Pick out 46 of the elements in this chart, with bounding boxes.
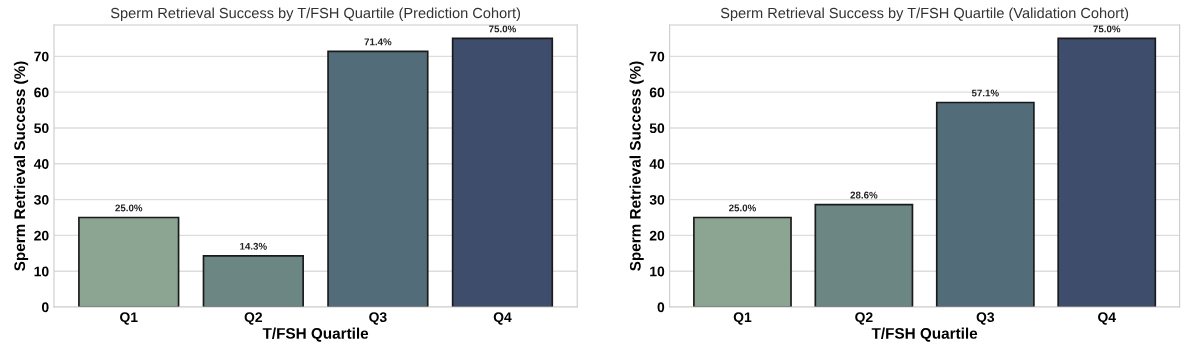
data-label: 25.0%: [729, 204, 756, 212]
bar: [693, 216, 792, 308]
data-label: 75.0%: [1093, 25, 1121, 33]
x-tick-label: Q3: [976, 312, 995, 325]
y-tick-label: 60: [649, 87, 665, 98]
x-tick-label: Q2: [855, 312, 873, 325]
x-axis-title: T/FSH Quartile: [871, 327, 978, 342]
y-tick-label: 50: [34, 123, 49, 134]
y-tick-label: 40: [33, 159, 49, 169]
chart-title: Sperm Retrieval Success by T/FSH Quartile (Validation Cohort): [720, 7, 1129, 22]
y-tick-label: 0: [657, 302, 665, 313]
bar: [814, 203, 914, 308]
bar: [327, 50, 429, 308]
x-tick-label: Q4: [1098, 312, 1116, 325]
y-tick-label: 30: [34, 194, 49, 205]
y-tick-label: 50: [649, 123, 665, 134]
bar: [78, 216, 180, 308]
bar: [202, 254, 304, 308]
y-axis-title: Sperm Retrieval Success (%): [13, 61, 29, 271]
y-axis-title: Sperm Retrieval Success (%): [629, 61, 644, 271]
y-tick-label: 70: [649, 51, 665, 62]
bar: [1057, 37, 1157, 308]
data-label: 28.6%: [850, 191, 878, 199]
data-label: 75.0%: [489, 25, 516, 33]
bar: [451, 37, 554, 308]
data-label: 71.4%: [364, 38, 392, 46]
y-tick-label: 0: [41, 302, 49, 313]
y-tick-label: 60: [34, 87, 49, 98]
x-tick-label: Q2: [244, 312, 263, 325]
x-tick-label: Q1: [733, 312, 752, 325]
y-tick-label: 20: [649, 230, 665, 241]
bar: [935, 101, 1035, 308]
x-tick-label: Q3: [369, 312, 387, 325]
data-label: 57.1%: [971, 89, 999, 97]
y-tick-label: 10: [650, 266, 665, 277]
y-tick-label: 30: [649, 194, 665, 205]
x-tick-label: Q4: [493, 312, 512, 325]
x-axis-title: T/FSH Quartile: [262, 327, 369, 342]
x-tick-label: Q1: [120, 312, 138, 325]
data-label: 25.0%: [115, 204, 143, 212]
y-tick-label: 70: [34, 51, 49, 62]
chart-title: Sperm Retrieval Success by T/FSH Quartile (Prediction Cohort): [110, 7, 521, 22]
y-tick-label: 20: [34, 230, 49, 241]
y-tick-label: 40: [649, 159, 665, 169]
y-tick-label: 10: [34, 266, 49, 277]
data-label: 14.3%: [240, 242, 267, 250]
